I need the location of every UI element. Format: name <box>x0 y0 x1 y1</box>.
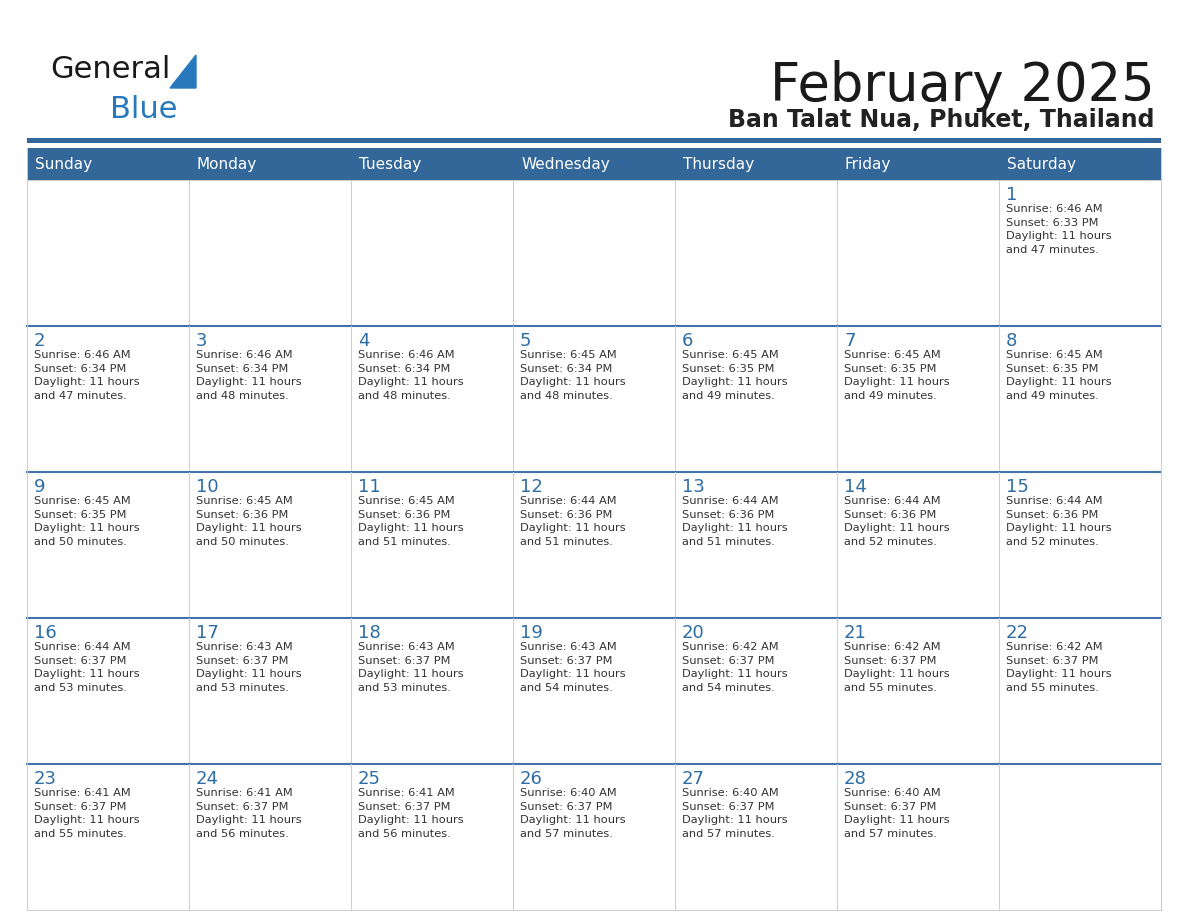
Text: Monday: Monday <box>197 156 258 172</box>
Text: Sunrise: 6:45 AM
Sunset: 6:36 PM
Daylight: 11 hours
and 51 minutes.: Sunrise: 6:45 AM Sunset: 6:36 PM Dayligh… <box>358 496 463 547</box>
Bar <box>27 148 1161 910</box>
Polygon shape <box>170 55 196 88</box>
Text: 26: 26 <box>520 770 543 788</box>
Text: 9: 9 <box>34 478 45 496</box>
Text: Friday: Friday <box>845 156 891 172</box>
Text: 18: 18 <box>358 624 380 642</box>
Text: Sunrise: 6:45 AM
Sunset: 6:35 PM
Daylight: 11 hours
and 49 minutes.: Sunrise: 6:45 AM Sunset: 6:35 PM Dayligh… <box>682 350 788 401</box>
Text: Sunrise: 6:45 AM
Sunset: 6:35 PM
Daylight: 11 hours
and 50 minutes.: Sunrise: 6:45 AM Sunset: 6:35 PM Dayligh… <box>34 496 140 547</box>
Bar <box>27 472 1161 618</box>
Text: 4: 4 <box>358 332 369 350</box>
Text: 23: 23 <box>34 770 57 788</box>
Text: Blue: Blue <box>110 95 177 124</box>
Bar <box>27 764 1161 910</box>
Text: Sunrise: 6:44 AM
Sunset: 6:36 PM
Daylight: 11 hours
and 52 minutes.: Sunrise: 6:44 AM Sunset: 6:36 PM Dayligh… <box>1006 496 1112 547</box>
Text: 24: 24 <box>196 770 219 788</box>
Text: Sunrise: 6:46 AM
Sunset: 6:34 PM
Daylight: 11 hours
and 47 minutes.: Sunrise: 6:46 AM Sunset: 6:34 PM Dayligh… <box>34 350 140 401</box>
Text: Sunrise: 6:44 AM
Sunset: 6:36 PM
Daylight: 11 hours
and 52 minutes.: Sunrise: 6:44 AM Sunset: 6:36 PM Dayligh… <box>843 496 949 547</box>
Text: Sunrise: 6:43 AM
Sunset: 6:37 PM
Daylight: 11 hours
and 53 minutes.: Sunrise: 6:43 AM Sunset: 6:37 PM Dayligh… <box>196 642 302 693</box>
Text: Sunrise: 6:42 AM
Sunset: 6:37 PM
Daylight: 11 hours
and 54 minutes.: Sunrise: 6:42 AM Sunset: 6:37 PM Dayligh… <box>682 642 788 693</box>
Text: 19: 19 <box>520 624 543 642</box>
Text: 12: 12 <box>520 478 543 496</box>
Bar <box>27 148 1161 180</box>
Bar <box>27 180 1161 326</box>
Text: 10: 10 <box>196 478 219 496</box>
Text: February 2025: February 2025 <box>770 60 1155 112</box>
Text: Ban Talat Nua, Phuket, Thailand: Ban Talat Nua, Phuket, Thailand <box>728 108 1155 132</box>
Text: Sunrise: 6:40 AM
Sunset: 6:37 PM
Daylight: 11 hours
and 57 minutes.: Sunrise: 6:40 AM Sunset: 6:37 PM Dayligh… <box>843 788 949 839</box>
Text: Sunrise: 6:40 AM
Sunset: 6:37 PM
Daylight: 11 hours
and 57 minutes.: Sunrise: 6:40 AM Sunset: 6:37 PM Dayligh… <box>520 788 626 839</box>
Text: 13: 13 <box>682 478 704 496</box>
Text: 5: 5 <box>520 332 531 350</box>
Text: Saturday: Saturday <box>1007 156 1076 172</box>
Text: Sunrise: 6:44 AM
Sunset: 6:36 PM
Daylight: 11 hours
and 51 minutes.: Sunrise: 6:44 AM Sunset: 6:36 PM Dayligh… <box>520 496 626 547</box>
Text: Sunrise: 6:43 AM
Sunset: 6:37 PM
Daylight: 11 hours
and 53 minutes.: Sunrise: 6:43 AM Sunset: 6:37 PM Dayligh… <box>358 642 463 693</box>
Text: Sunrise: 6:46 AM
Sunset: 6:33 PM
Daylight: 11 hours
and 47 minutes.: Sunrise: 6:46 AM Sunset: 6:33 PM Dayligh… <box>1006 204 1112 255</box>
Text: Thursday: Thursday <box>683 156 754 172</box>
Text: Sunrise: 6:42 AM
Sunset: 6:37 PM
Daylight: 11 hours
and 55 minutes.: Sunrise: 6:42 AM Sunset: 6:37 PM Dayligh… <box>843 642 949 693</box>
Text: 2: 2 <box>34 332 45 350</box>
Text: 28: 28 <box>843 770 867 788</box>
Text: 14: 14 <box>843 478 867 496</box>
Text: 17: 17 <box>196 624 219 642</box>
Text: 11: 11 <box>358 478 380 496</box>
Text: 16: 16 <box>34 624 57 642</box>
Text: Sunrise: 6:45 AM
Sunset: 6:35 PM
Daylight: 11 hours
and 49 minutes.: Sunrise: 6:45 AM Sunset: 6:35 PM Dayligh… <box>843 350 949 401</box>
Text: Sunrise: 6:45 AM
Sunset: 6:35 PM
Daylight: 11 hours
and 49 minutes.: Sunrise: 6:45 AM Sunset: 6:35 PM Dayligh… <box>1006 350 1112 401</box>
Text: General: General <box>50 55 170 84</box>
Text: 8: 8 <box>1006 332 1017 350</box>
Bar <box>27 138 1161 143</box>
Text: Sunrise: 6:42 AM
Sunset: 6:37 PM
Daylight: 11 hours
and 55 minutes.: Sunrise: 6:42 AM Sunset: 6:37 PM Dayligh… <box>1006 642 1112 693</box>
Text: Sunrise: 6:43 AM
Sunset: 6:37 PM
Daylight: 11 hours
and 54 minutes.: Sunrise: 6:43 AM Sunset: 6:37 PM Dayligh… <box>520 642 626 693</box>
Text: Sunrise: 6:45 AM
Sunset: 6:36 PM
Daylight: 11 hours
and 50 minutes.: Sunrise: 6:45 AM Sunset: 6:36 PM Dayligh… <box>196 496 302 547</box>
Text: 20: 20 <box>682 624 704 642</box>
Text: Sunrise: 6:41 AM
Sunset: 6:37 PM
Daylight: 11 hours
and 56 minutes.: Sunrise: 6:41 AM Sunset: 6:37 PM Dayligh… <box>196 788 302 839</box>
Text: Sunrise: 6:46 AM
Sunset: 6:34 PM
Daylight: 11 hours
and 48 minutes.: Sunrise: 6:46 AM Sunset: 6:34 PM Dayligh… <box>196 350 302 401</box>
Text: 22: 22 <box>1006 624 1029 642</box>
Text: 25: 25 <box>358 770 381 788</box>
Text: 3: 3 <box>196 332 208 350</box>
Text: 6: 6 <box>682 332 694 350</box>
Text: 15: 15 <box>1006 478 1029 496</box>
Text: Tuesday: Tuesday <box>359 156 422 172</box>
Text: Sunrise: 6:44 AM
Sunset: 6:37 PM
Daylight: 11 hours
and 53 minutes.: Sunrise: 6:44 AM Sunset: 6:37 PM Dayligh… <box>34 642 140 693</box>
Text: Wednesday: Wednesday <box>522 156 609 172</box>
Text: 7: 7 <box>843 332 855 350</box>
Text: Sunrise: 6:41 AM
Sunset: 6:37 PM
Daylight: 11 hours
and 55 minutes.: Sunrise: 6:41 AM Sunset: 6:37 PM Dayligh… <box>34 788 140 839</box>
Text: Sunrise: 6:40 AM
Sunset: 6:37 PM
Daylight: 11 hours
and 57 minutes.: Sunrise: 6:40 AM Sunset: 6:37 PM Dayligh… <box>682 788 788 839</box>
Text: 27: 27 <box>682 770 704 788</box>
Bar <box>27 618 1161 764</box>
Text: Sunrise: 6:45 AM
Sunset: 6:34 PM
Daylight: 11 hours
and 48 minutes.: Sunrise: 6:45 AM Sunset: 6:34 PM Dayligh… <box>520 350 626 401</box>
Bar <box>27 326 1161 472</box>
Text: Sunrise: 6:46 AM
Sunset: 6:34 PM
Daylight: 11 hours
and 48 minutes.: Sunrise: 6:46 AM Sunset: 6:34 PM Dayligh… <box>358 350 463 401</box>
Text: 21: 21 <box>843 624 867 642</box>
Text: Sunrise: 6:44 AM
Sunset: 6:36 PM
Daylight: 11 hours
and 51 minutes.: Sunrise: 6:44 AM Sunset: 6:36 PM Dayligh… <box>682 496 788 547</box>
Text: Sunrise: 6:41 AM
Sunset: 6:37 PM
Daylight: 11 hours
and 56 minutes.: Sunrise: 6:41 AM Sunset: 6:37 PM Dayligh… <box>358 788 463 839</box>
Text: 1: 1 <box>1006 186 1017 204</box>
Text: Sunday: Sunday <box>34 156 93 172</box>
